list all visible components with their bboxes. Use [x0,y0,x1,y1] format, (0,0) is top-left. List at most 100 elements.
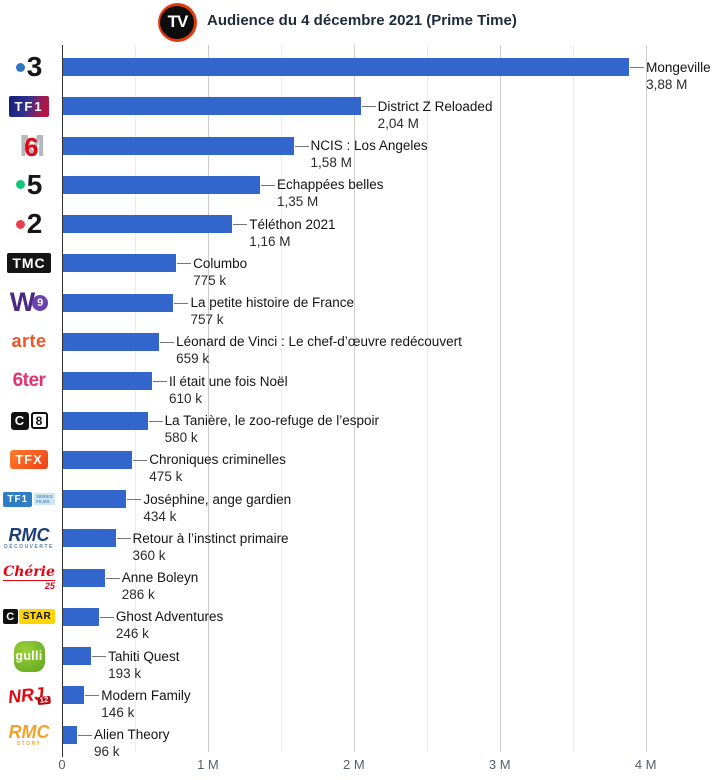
audience-value: 1,16 M [249,233,291,249]
channel-logo-rmcs: RMC STORY [8,721,50,747]
gridline-2-5M [427,45,429,752]
audience-value: 96 k [94,744,120,760]
gridline-1-0M [208,45,210,752]
x-axis-tick-label: 3 M [488,757,511,772]
bar-annotation: Echappées belles 1,35 M [277,176,384,210]
x-axis-tick-label: 0 [58,757,66,772]
annotation-stem [160,341,175,343]
bar-annotation: NCIS : Los Angeles 1,58 M [311,137,428,171]
audience-bar [63,254,177,273]
program-title: Léonard de Vinci : Le chef-d’œuvre redéc… [176,334,462,350]
audience-value: 286 k [121,587,155,603]
audience-value: 580 k [164,430,198,445]
audience-value: 360 k [132,547,166,563]
audience-value: 246 k [115,626,149,642]
program-title: Mongeville [646,59,711,75]
annotation-stem [361,106,376,108]
bar-annotation: Téléthon 2021 1,16 M [249,216,335,250]
bar-annotation: Léonard de Vinci : Le chef-d’œuvre redéc… [176,333,462,367]
bar-annotation: Anne Boleyn 286 k [122,569,199,603]
audience-value: 2,04 M [377,115,419,131]
annotation-stem [260,184,275,186]
gridline-0-5M [135,45,137,752]
channel-logo-tf1: TF1 [0,87,58,126]
gridline-3-5M [573,45,575,752]
audience-value: 146 k [101,704,135,720]
audience-value: 475 k [149,469,183,485]
gridline-4-0M [646,45,648,752]
program-title: Ghost Adventures [115,609,224,625]
annotation-stem [85,695,100,697]
annotation-stem [630,67,645,68]
channel-logo-rmcd: RMC DÉCOUVERTE [4,525,54,551]
annotation-stem [174,302,189,304]
annotation-stem [127,499,142,501]
audience-bar [63,529,116,548]
audience-value: 659 k [176,351,210,367]
chart-header: TV Audience du 4 décembre 2021 (Prime Ti… [0,0,724,45]
audience-bar [63,175,260,194]
annotation-stem [177,263,192,265]
program-title: District Z Reloaded [377,98,493,114]
bar-annotation: Mongeville 3,88 M [646,59,711,93]
channel-logo-tfx: TFX [0,440,58,479]
channel-logo-tmc: TMC [0,244,58,283]
bar-annotation: Chroniques criminelles 475 k [149,451,286,485]
audience-value: 1,58 M [310,155,352,171]
annotation-stem [233,224,248,226]
annotation-stem [294,145,309,147]
audience-bar [63,607,99,626]
annotation-stem [78,734,92,736]
bar-annotation: Retour à l’instinct primaire 360 k [133,530,289,564]
tv-logo-icon: TV [158,3,197,42]
audience-bar [63,372,152,391]
annotation-stem [133,459,148,461]
audience-value: 757 k [190,312,224,328]
gridline-2-0M [354,45,356,752]
channel-logo-cherie25: Chérie 25 [3,563,55,591]
audience-value: 610 k [169,390,203,406]
audience-bar [63,647,92,666]
channel-logo-france5: 5 [0,165,58,204]
bar-annotation: Modern Family 146 k [101,687,190,721]
program-title: Tahiti Quest [108,648,180,664]
audience-bar [63,215,233,234]
program-title: Echappées belles [276,177,384,193]
audience-bar [63,725,77,744]
x-axis-zero-tick [62,752,63,757]
gridline-1-5M [281,45,283,752]
bar-annotation: La Tanière, le zoo-refuge de l’espoir 580… [165,412,379,446]
program-title: Chroniques criminelles [149,452,286,468]
channel-logo-france3: 3 [0,48,58,87]
audience-bar [63,686,85,705]
audience-bar [63,332,160,351]
audience-bar [63,293,174,312]
audience-value: 3,88 M [646,76,688,92]
channel-logo-nrj12: NRJ12 [7,683,51,708]
program-title: Alien Theory [94,727,170,743]
audience-value: 775 k [193,272,227,288]
channel-logo-sixter: 6ter [12,370,46,392]
x-axis-tick-label: 4 M [634,757,657,772]
audience-bar [63,58,630,76]
bar-annotation: Columbo 775 k [193,255,247,289]
channel-logo-gulli: gulli [0,637,58,676]
program-title: NCIS : Los Angeles [310,138,428,154]
bar-annotation: Il était une fois Noël 610 k [169,373,288,407]
program-title: Retour à l’instinct primaire [132,530,289,546]
annotation-stem [116,538,131,540]
audience-bar [63,136,294,155]
program-title: Il était une fois Noël [169,373,288,389]
channel-logo-tf1sf: TF1 SÉRIES FILMS [0,480,58,519]
program-title: La petite histoire de France [190,295,355,311]
annotation-stem [148,420,163,422]
annotation-stem [153,381,167,383]
bar-annotation: Tahiti Quest 193 k [108,648,179,682]
program-title: Modern Family [101,687,191,703]
audience-bar [63,97,361,116]
program-title: La Tanière, le zoo-refuge de l’espoir [164,413,380,428]
